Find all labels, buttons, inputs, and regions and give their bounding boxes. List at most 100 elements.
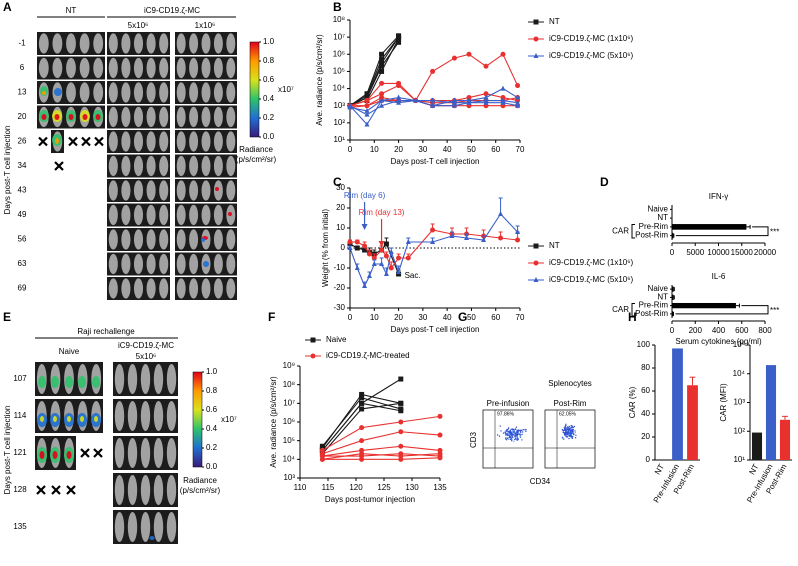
data-point [319, 453, 325, 459]
mouse [166, 512, 177, 542]
legend-marker [533, 277, 539, 282]
mouse [226, 180, 236, 201]
data-point [347, 104, 353, 110]
gate-value: 97.86% [497, 411, 515, 417]
data-point [405, 239, 411, 244]
day-label: -1 [18, 39, 26, 48]
x-tick-label: 40 [443, 313, 452, 322]
mouse [121, 82, 131, 103]
cell-event [561, 429, 564, 431]
y-tick-label: 10³ [733, 398, 745, 407]
category-label: Post-Rim [635, 309, 668, 318]
category-label: NT [747, 462, 760, 476]
data-point [396, 269, 402, 274]
series-line [349, 213, 518, 288]
data-point [359, 453, 365, 459]
cell-event [574, 437, 577, 439]
mouse [127, 475, 138, 505]
cell-event [564, 434, 566, 436]
data-point [379, 247, 385, 253]
y-axis-label: CAR (MFI) [719, 383, 728, 422]
cell-event [525, 429, 527, 431]
colorbar-label: Radiance [239, 145, 273, 154]
mouse [176, 155, 186, 177]
data-point [359, 438, 365, 444]
x-axis-label: Serum cytokines (pg/ml) [675, 337, 762, 346]
x-tick-label: 120 [349, 483, 363, 492]
data-point [498, 235, 504, 241]
bar [765, 365, 777, 460]
mouse [189, 204, 199, 226]
x-tick-label: 200 [689, 326, 703, 335]
mouse [133, 229, 144, 250]
deceased-mark [54, 161, 64, 171]
bioluminescence [65, 376, 73, 388]
flow-plot [482, 409, 534, 469]
y-tick-label: 10² [733, 426, 745, 435]
day-label: 43 [18, 186, 27, 195]
y-axis-label: Days post-T cell injection [3, 126, 12, 215]
category-label: NT [657, 213, 668, 222]
bioluminescence [41, 114, 47, 120]
flow-plot [544, 409, 596, 469]
bar [672, 348, 683, 460]
bioluminescence [95, 114, 101, 120]
cell-event [513, 440, 515, 443]
data-point [500, 51, 506, 57]
mouse [108, 82, 118, 103]
cell-event [519, 435, 522, 438]
bioluminescence [40, 416, 44, 422]
bioluminescence [67, 416, 71, 422]
cell-event [511, 436, 513, 438]
mouse [114, 401, 125, 431]
cell-event [571, 426, 573, 429]
data-point [437, 432, 443, 438]
mouse [108, 229, 118, 250]
data-point [359, 395, 365, 401]
y-tick-label: 20 [641, 432, 650, 441]
data-point [362, 243, 368, 249]
data-point [398, 443, 404, 449]
x-axis-label: CD34 [530, 477, 551, 486]
group-bracket [631, 224, 635, 239]
data-point [483, 63, 489, 69]
y-tick-label: 10¹ [333, 135, 345, 144]
mouse [133, 57, 144, 79]
cell-event [524, 429, 526, 431]
y-tick-label: 10⁸ [333, 15, 345, 24]
x-tick-label: 0 [670, 326, 675, 335]
cell-event [566, 428, 568, 431]
data-point [354, 265, 360, 270]
cell-event [514, 436, 517, 438]
colorbar-tick-label: 0.6 [263, 75, 275, 84]
bioluminescence [78, 376, 86, 388]
data-point [396, 83, 402, 89]
colorbar-tick-label: 0.0 [206, 462, 218, 471]
x-axis-label: Days post-tumor injection [325, 495, 415, 504]
cell-event [572, 431, 574, 433]
data-point [354, 239, 360, 245]
cell-event [570, 437, 572, 439]
cell-event [573, 425, 576, 428]
data-point [483, 91, 489, 97]
mouse [133, 278, 144, 299]
y-tick-label: 40 [641, 409, 650, 418]
data-point [500, 85, 506, 91]
day-label: 63 [18, 259, 27, 268]
data-point [430, 239, 436, 244]
data-point [364, 121, 370, 127]
data-point [347, 245, 353, 250]
mouse [159, 229, 169, 250]
legend-marker [310, 353, 316, 359]
mouse [159, 204, 169, 226]
mouse [38, 57, 49, 79]
group-header: NT [66, 6, 77, 15]
y-axis-label: CD3 [469, 431, 478, 448]
cell-event [521, 433, 523, 435]
mouse [108, 155, 118, 177]
y-tick-label: -30 [333, 303, 345, 312]
data-point [319, 443, 325, 449]
data-point [379, 68, 385, 74]
data-point [379, 60, 385, 66]
data-point [451, 55, 457, 61]
